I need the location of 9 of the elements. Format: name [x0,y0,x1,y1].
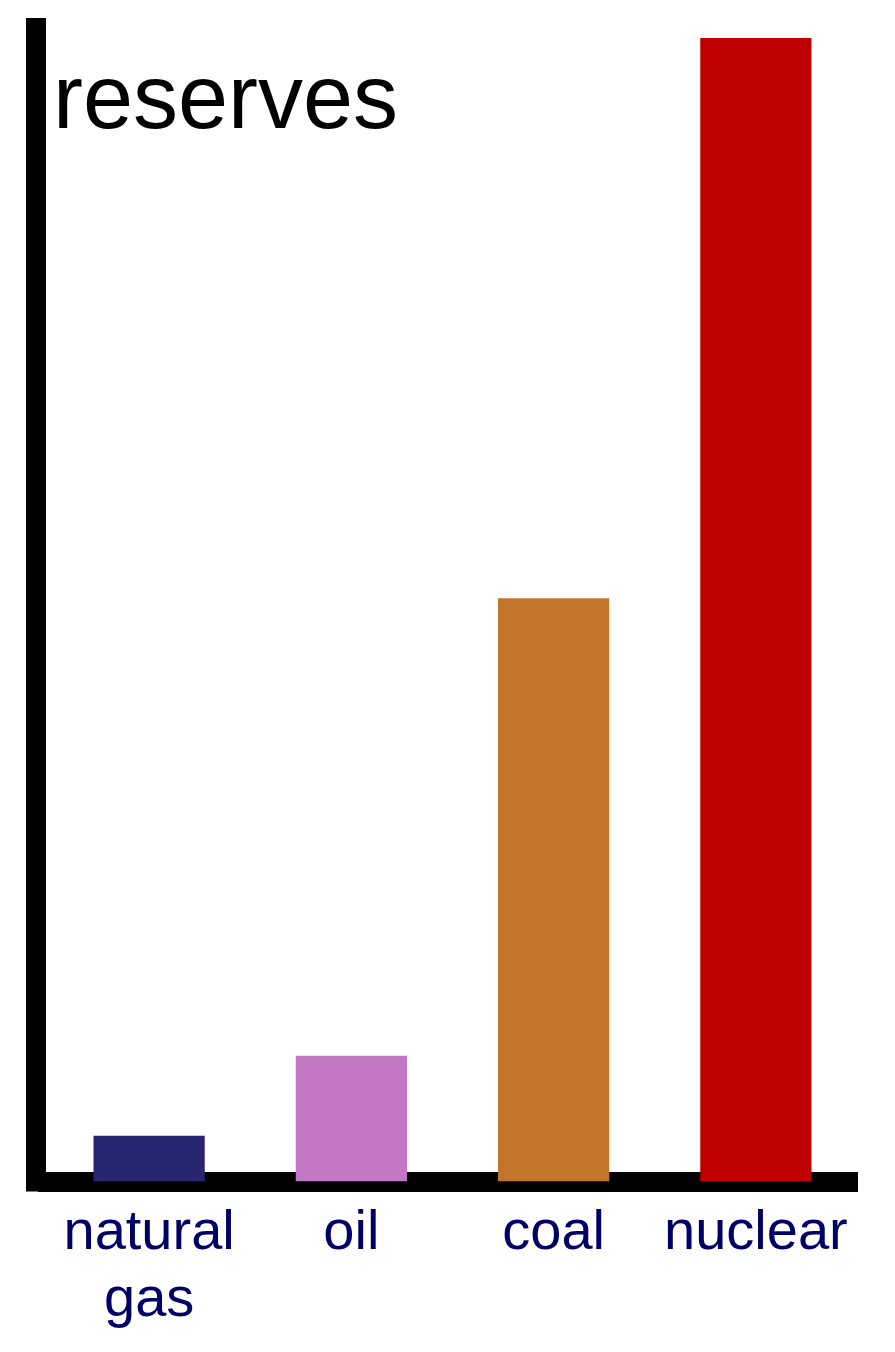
bar [93,1135,205,1182]
bar [700,38,812,1182]
bar [295,1055,407,1182]
x-tick-label: natural gas [63,1197,235,1328]
x-tick-label: coal [502,1197,605,1261]
y-axis-title: reserves [53,47,399,147]
x-tick-label: nuclear [664,1197,848,1261]
bar [498,598,610,1182]
x-tick-label: oil [323,1197,380,1261]
